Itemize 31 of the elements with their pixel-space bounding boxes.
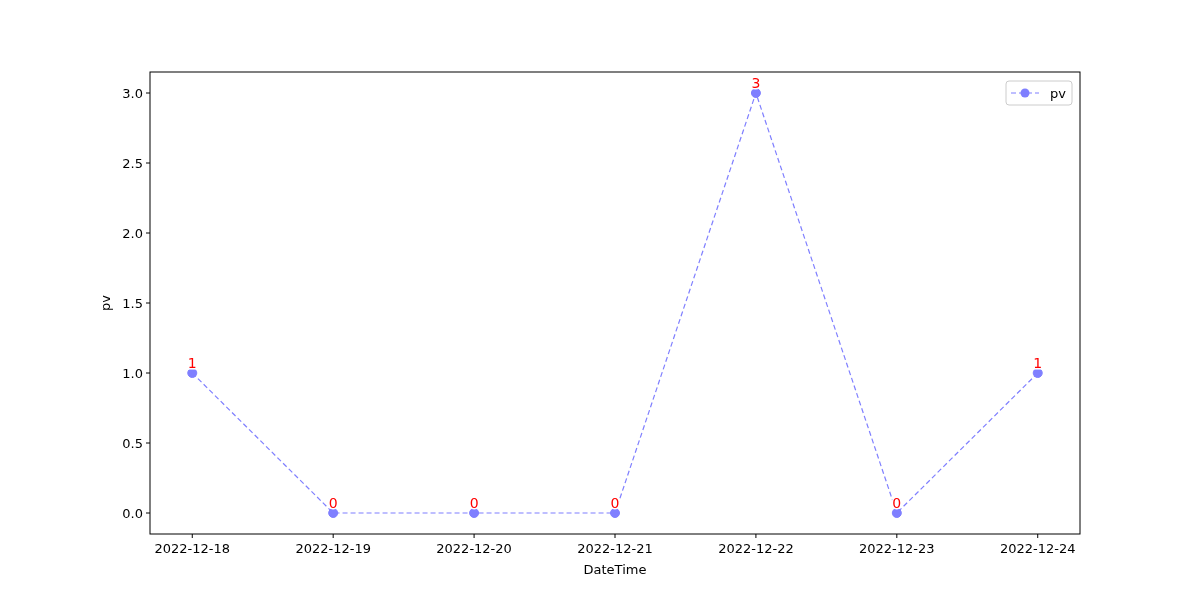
point [187,368,198,378]
x-tick-label: 2022-12-18 [154,541,231,556]
y-tick-label: 0.0 [122,505,143,521]
point [891,508,902,518]
data-label: 3 [751,75,761,91]
data-label: 0 [469,495,479,511]
x-tick-label: 2022-12-21 [577,541,653,556]
point [750,88,761,98]
y-tick-label: 0.5 [122,435,143,451]
point [610,508,620,518]
x-tick-label: 2022-12-22 [718,541,794,556]
x-axis-title: DateTime [583,562,647,577]
data-label: 0 [892,495,902,511]
data-label: 0 [610,495,620,511]
y-tick-label: 2.0 [122,225,143,241]
y-tick-label: 2.5 [122,155,143,171]
x-tick-label: 2022-12-20 [436,541,512,556]
point [328,508,339,518]
data-label: 1 [187,355,197,371]
y-tick-label: 1.0 [122,365,143,381]
y-tick-label: 1.5 [122,295,143,311]
y-axis-title: pv [98,294,113,311]
legend-label: pv [1050,85,1067,101]
x-tick-label: 2022-12-23 [859,541,935,556]
x-tick-label: 2022-12-24 [999,541,1076,556]
point [1032,368,1043,378]
x-tick-label: 2022-12-19 [295,541,371,556]
y-tick-label: 3.0 [122,85,143,101]
data-label: 0 [328,495,338,511]
point [469,508,480,518]
data-label: 1 [1033,355,1043,371]
